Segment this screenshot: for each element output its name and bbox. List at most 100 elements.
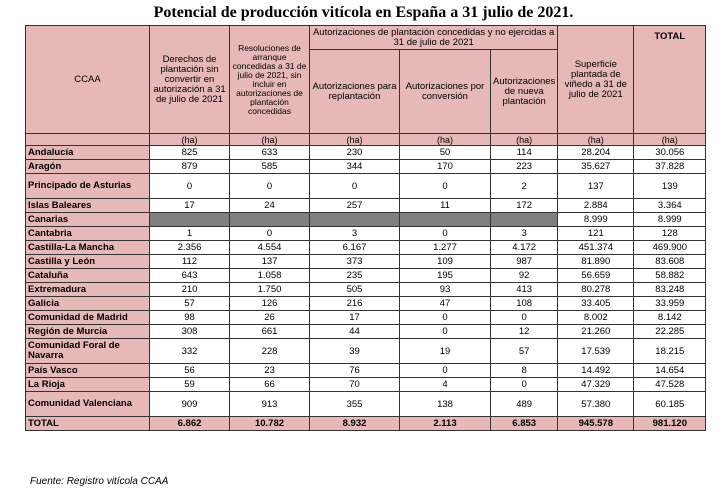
value-cell: 19 bbox=[399, 338, 491, 364]
value-cell: 80.278 bbox=[557, 282, 635, 297]
value-cell: 128 bbox=[633, 226, 707, 241]
value-cell: 6.167 bbox=[309, 240, 400, 255]
value-cell: 17 bbox=[309, 310, 400, 325]
region-name: Cantabria bbox=[25, 226, 150, 241]
value-cell: 8.999 bbox=[557, 212, 635, 227]
value-cell: 57 bbox=[149, 296, 230, 311]
unit-cell bbox=[25, 133, 150, 146]
value-cell: 56.659 bbox=[557, 268, 635, 283]
value-cell: 22.285 bbox=[633, 324, 707, 339]
value-cell: 12 bbox=[489, 324, 559, 339]
value-cell: 8.002 bbox=[557, 310, 635, 325]
value-cell: 332 bbox=[149, 338, 230, 364]
value-cell: 0 bbox=[399, 310, 491, 325]
region-name: Islas Baleares bbox=[25, 198, 150, 213]
value-cell: 230 bbox=[309, 145, 400, 160]
value-cell: 223 bbox=[489, 159, 559, 174]
value-cell: 0 bbox=[399, 324, 491, 339]
value-cell: 37.828 bbox=[633, 159, 707, 174]
table-row: Comunidad Foral de Navarra 332 228 39 19 57 17… bbox=[25, 338, 707, 364]
value-cell: 2.884 bbox=[557, 198, 635, 213]
value-cell: 59 bbox=[149, 377, 230, 392]
value-cell: 1 bbox=[149, 226, 230, 241]
value-cell: 8.142 bbox=[633, 310, 707, 325]
region-name: Región de Murcia bbox=[25, 324, 150, 339]
table-row: Castilla-La Mancha 2.356 4.554 6.167 1.277 4.… bbox=[25, 240, 707, 255]
value-cell: 76 bbox=[309, 363, 400, 378]
value-cell: 139 bbox=[633, 173, 707, 199]
value-cell: 633 bbox=[229, 145, 310, 160]
total-value-cell: 981.120 bbox=[633, 416, 707, 431]
value-cell: 24 bbox=[229, 198, 310, 213]
value-cell: 17 bbox=[149, 198, 230, 213]
total-value-cell: 8.932 bbox=[309, 416, 400, 431]
header-resoluciones: Resoluciones de arranque concedidas a 31… bbox=[229, 25, 310, 134]
value-cell: 98 bbox=[149, 310, 230, 325]
value-cell: 4.554 bbox=[229, 240, 310, 255]
value-cell: 170 bbox=[399, 159, 491, 174]
total-row: TOTAL 6.862 10.782 8.932 2.113 6.853 945.578 98… bbox=[25, 416, 707, 431]
value-cell: 66 bbox=[229, 377, 310, 392]
value-cell: 355 bbox=[309, 391, 400, 417]
value-cell: 93 bbox=[399, 282, 491, 297]
region-name: Cataluña bbox=[25, 268, 150, 283]
value-cell: 44 bbox=[309, 324, 400, 339]
value-cell: 469.900 bbox=[633, 240, 707, 255]
value-cell: 47.329 bbox=[557, 377, 635, 392]
table-row: Comunidad Valenciana 909 913 355 138 489 57.38… bbox=[25, 391, 707, 417]
value-cell: 210 bbox=[149, 282, 230, 297]
value-cell: 50 bbox=[399, 145, 491, 160]
production-table: CCAA Derechos de plantación sin converti… bbox=[25, 25, 707, 431]
value-cell: 137 bbox=[557, 173, 635, 199]
table-row: Islas Baleares 17 24 257 11 172 2.884 3.364 bbox=[25, 198, 707, 213]
region-name: Comunidad de Madrid bbox=[25, 310, 150, 325]
region-name: Principado de Asturias bbox=[25, 173, 150, 199]
value-cell: 33.959 bbox=[633, 296, 707, 311]
unit-cell: (ha) bbox=[149, 133, 230, 146]
table-row: Aragón 879 585 344 170 223 35.627 37.828 bbox=[25, 159, 707, 174]
table-row: País Vasco 56 23 76 0 8 14.492 14.654 bbox=[25, 363, 707, 378]
region-name: País Vasco bbox=[25, 363, 150, 378]
value-cell: 11 bbox=[399, 198, 491, 213]
total-value-cell: 6.853 bbox=[489, 416, 559, 431]
unit-cell: (ha) bbox=[229, 133, 310, 146]
unit-cell: (ha) bbox=[489, 133, 559, 146]
total-value-cell: 2.113 bbox=[399, 416, 491, 431]
region-name: Comunidad Foral de Navarra bbox=[25, 338, 150, 364]
header-ccaa: CCAA bbox=[25, 25, 150, 134]
value-cell: 30.056 bbox=[633, 145, 707, 160]
value-cell: 4.172 bbox=[489, 240, 559, 255]
value-cell: 23 bbox=[229, 363, 310, 378]
value-cell: 108 bbox=[489, 296, 559, 311]
value-cell: 18.215 bbox=[633, 338, 707, 364]
value-cell: 121 bbox=[557, 226, 635, 241]
page-title: Potencial de producción vitícola en Espa… bbox=[153, 4, 574, 21]
value-cell: 8 bbox=[489, 363, 559, 378]
value-cell: 3 bbox=[489, 226, 559, 241]
value-cell: 14.492 bbox=[557, 363, 635, 378]
value-cell: 344 bbox=[309, 159, 400, 174]
header-derechos: Derechos de plantación sin convertir en … bbox=[149, 25, 230, 134]
unit-cell: (ha) bbox=[309, 133, 400, 146]
unit-cell: (ha) bbox=[633, 133, 707, 146]
source-note: Fuente: Registro vitícola CCAA bbox=[30, 476, 169, 487]
value-cell: 661 bbox=[229, 324, 310, 339]
value-cell bbox=[489, 212, 559, 227]
value-cell: 114 bbox=[489, 145, 559, 160]
value-cell: 216 bbox=[309, 296, 400, 311]
value-cell: 1.750 bbox=[229, 282, 310, 297]
value-cell: 83.608 bbox=[633, 254, 707, 269]
region-name: Castilla-La Mancha bbox=[25, 240, 150, 255]
table-row: La Rioja 59 66 70 4 0 47.329 47.528 bbox=[25, 377, 707, 392]
value-cell: 47 bbox=[399, 296, 491, 311]
value-cell: 0 bbox=[309, 173, 400, 199]
value-cell: 413 bbox=[489, 282, 559, 297]
table-row: Cantabria 1 0 3 0 3 121 128 bbox=[25, 226, 707, 241]
table-row: Andalucía 825 633 230 50 114 28.204 30.056 bbox=[25, 145, 707, 160]
total-value-cell: 6.862 bbox=[149, 416, 230, 431]
value-cell: 3 bbox=[309, 226, 400, 241]
value-cell: 17.539 bbox=[557, 338, 635, 364]
region-name: Comunidad Valenciana bbox=[25, 391, 150, 417]
value-cell: 3.364 bbox=[633, 198, 707, 213]
table-row: Galicia 57 126 216 47 108 33.405 33.959 bbox=[25, 296, 707, 311]
